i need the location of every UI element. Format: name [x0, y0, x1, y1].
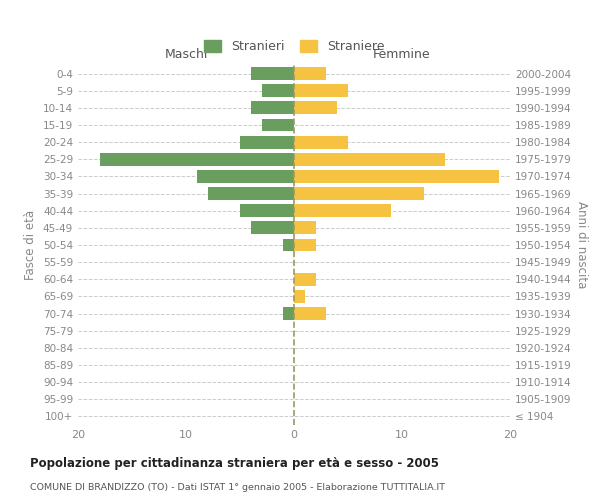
Y-axis label: Fasce di età: Fasce di età — [25, 210, 37, 280]
Bar — [294, 290, 305, 303]
Text: Maschi: Maschi — [164, 48, 208, 62]
Bar — [294, 170, 499, 183]
Text: Popolazione per cittadinanza straniera per età e sesso - 2005: Popolazione per cittadinanza straniera p… — [30, 458, 439, 470]
Bar — [294, 187, 424, 200]
Bar — [294, 153, 445, 166]
Bar — [294, 204, 391, 217]
Legend: Stranieri, Straniere: Stranieri, Straniere — [199, 35, 389, 58]
Bar — [294, 67, 326, 80]
Bar — [197, 170, 294, 183]
Text: Femmine: Femmine — [373, 48, 431, 62]
Bar — [294, 84, 348, 97]
Bar — [294, 238, 316, 252]
Bar — [251, 102, 294, 114]
Bar — [262, 118, 294, 132]
Bar — [251, 67, 294, 80]
Bar — [283, 238, 294, 252]
Bar — [283, 307, 294, 320]
Bar — [240, 204, 294, 217]
Bar — [100, 153, 294, 166]
Bar — [294, 273, 316, 285]
Text: COMUNE DI BRANDIZZO (TO) - Dati ISTAT 1° gennaio 2005 - Elaborazione TUTTITALIA.: COMUNE DI BRANDIZZO (TO) - Dati ISTAT 1°… — [30, 484, 445, 492]
Bar — [294, 307, 326, 320]
Bar — [294, 222, 316, 234]
Bar — [208, 187, 294, 200]
Bar — [294, 136, 348, 148]
Bar — [251, 222, 294, 234]
Bar — [262, 84, 294, 97]
Bar — [240, 136, 294, 148]
Bar — [294, 102, 337, 114]
Y-axis label: Anni di nascita: Anni di nascita — [575, 202, 588, 288]
